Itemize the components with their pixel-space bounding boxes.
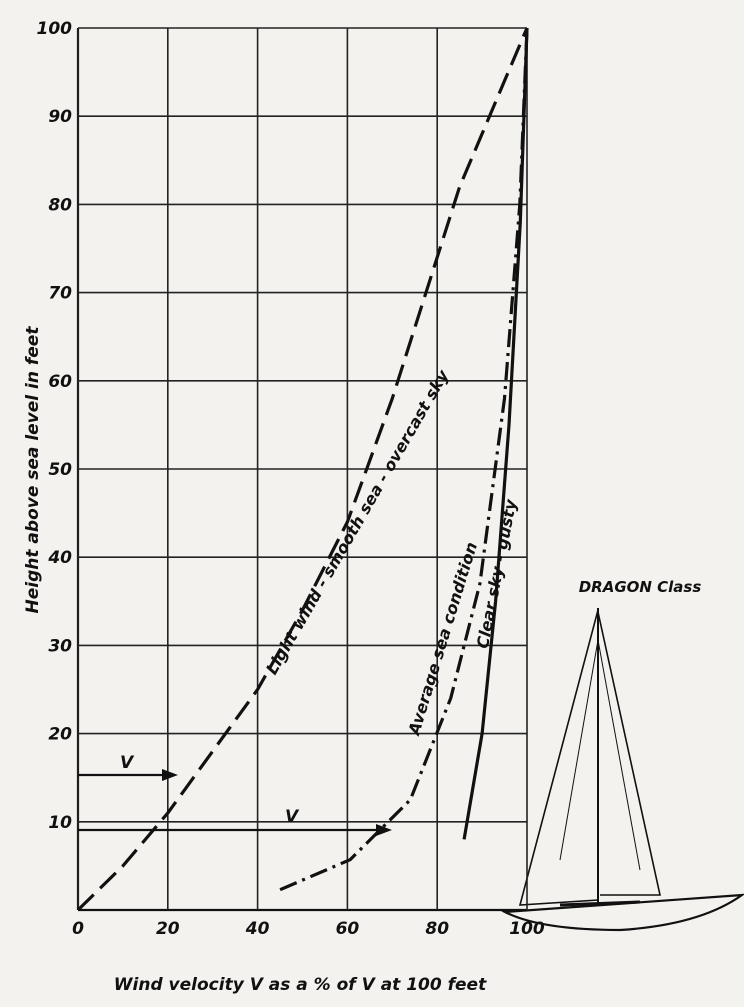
y-tick-label: 10 xyxy=(48,813,72,833)
boat-label: DRAGON Class xyxy=(579,578,702,596)
x-tick-label: 100 xyxy=(509,919,545,939)
y-tick-label: 60 xyxy=(48,372,72,392)
v-label: V xyxy=(285,807,300,827)
y-tick-label: 80 xyxy=(48,195,72,215)
y-tick-label: 90 xyxy=(48,107,72,127)
y-tick-label: 20 xyxy=(48,725,72,745)
y-axis-title: Height above sea level in feet xyxy=(23,326,43,614)
x-tick-label: 40 xyxy=(245,919,270,939)
chart: Wind velocity V as a % of V at 100 feet … xyxy=(0,0,744,1003)
x-tick-label: 20 xyxy=(156,919,180,939)
y-tick-label: 40 xyxy=(47,548,72,568)
y-tick-label: 70 xyxy=(48,284,72,304)
v-label: V xyxy=(120,753,135,773)
y-tick-label: 30 xyxy=(48,636,72,656)
y-tick-label: 50 xyxy=(48,460,72,480)
x-tick-label: 0 xyxy=(72,919,84,939)
y-tick-label: 100 xyxy=(37,19,73,39)
x-tick-label: 60 xyxy=(336,919,360,939)
x-axis-title: Wind velocity V as a % of V at 100 feet xyxy=(114,975,487,995)
x-tick-label: 80 xyxy=(425,919,449,939)
